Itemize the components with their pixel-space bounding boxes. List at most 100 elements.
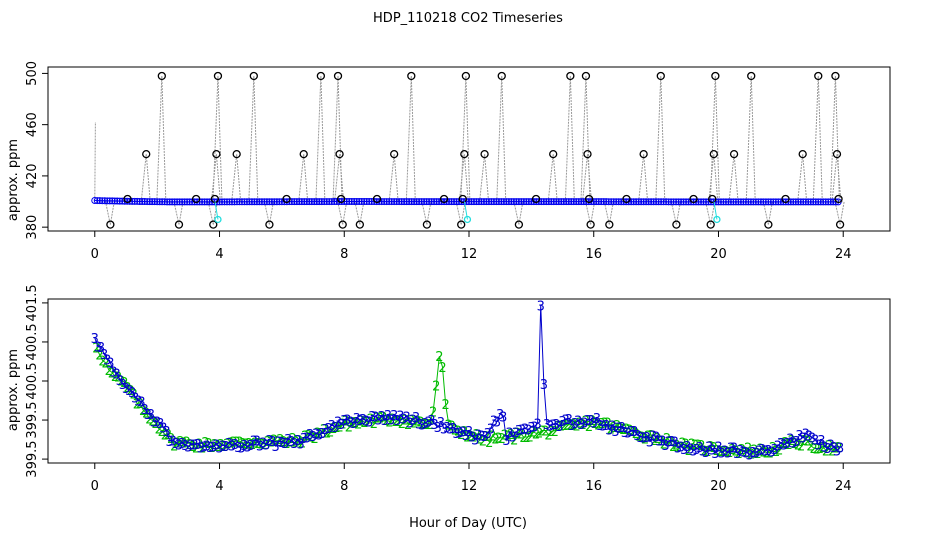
bottom-series-point: 3 [228,439,236,454]
bottom-series-point: 2 [548,425,556,440]
top-baseline-point [610,198,618,206]
top-baseline-point [113,197,121,205]
top-baseline-point [792,198,800,206]
top-spike-point [191,194,201,204]
top-baseline-point [492,198,500,206]
bottom-series-point: 3 [184,440,192,455]
top-spike-point [581,71,591,81]
bottom-series-point: 2 [248,438,256,453]
bottom-series-point: 3 [250,434,258,449]
bottom-series-point: 2 [276,433,284,448]
top-spike-point [706,220,715,229]
bottom-series-point: 2 [772,445,780,460]
top-baseline-point [769,198,777,206]
bottom-series-point: 3 [137,396,145,411]
bottom-series-point: 2 [108,366,116,381]
bottom-series-point: 2 [819,441,827,456]
top-spike-connector [834,75,840,202]
bottom-series-point: 2 [192,441,200,456]
top-spike-point [798,149,807,159]
bottom-series-point: 3 [215,442,223,457]
top-spike-point [605,220,614,229]
bottom-series-point: 2 [148,415,156,430]
bottom-series-point: 3 [231,438,239,453]
top-cyan-series [214,201,721,224]
top-spike-connector [585,75,591,202]
bottom-series-point: 3 [795,429,803,444]
bottom-series-point: 2 [585,420,593,435]
top-baseline-point [333,198,341,206]
bottom-series-point: 3 [546,420,554,435]
bottom-series-point: 2 [498,432,506,447]
bottom-series-point: 3 [540,378,548,393]
bottom-series-point: 3 [181,439,189,454]
bottom-series-point: 2 [286,435,294,450]
bottom-series-point: 2 [298,437,306,452]
bottom-series-point: 3 [830,441,838,456]
top-baseline-point [335,198,343,206]
bottom-y-axis-label: approx. ppm [6,349,21,431]
top-spike-point [265,220,274,229]
top-baseline-point [253,198,261,206]
bottom-series-point: 3 [337,418,345,433]
top-baseline-point [739,198,747,206]
bottom-series-point: 2 [735,447,743,462]
bottom-series-point: 3 [749,446,757,461]
top-spike-connector [643,154,649,202]
top-baseline-point [560,198,568,206]
bottom-series-point: 2 [672,439,680,454]
top-baseline-point [430,198,438,206]
bottom-series-point: 3 [287,435,295,450]
bottom-x-tick-label: 4 [215,479,223,494]
bottom-series-point: 3 [783,437,791,452]
top-x-tick-label: 16 [585,247,602,262]
bottom-series-point: 2 [370,417,378,432]
bottom-series-point: 2 [151,417,159,432]
bottom-series-point: 3 [730,442,738,457]
top-spike-connector [94,122,96,201]
bottom-series-point: 2 [261,438,269,453]
bottom-series-point: 3 [496,408,504,423]
bottom-series-point: 3 [296,437,304,452]
bottom-series-point: 3 [724,447,732,462]
bottom-series-point: 3 [789,436,797,451]
bottom-series-point: 3 [200,440,208,455]
top-baseline-point [570,198,578,206]
bottom-series-point: 2 [133,397,141,412]
top-spike-connector [709,75,716,202]
top-baseline-point [280,198,288,206]
bottom-series-point: 3 [652,430,660,445]
top-spike-point [407,71,416,81]
top-baseline-point [615,198,623,206]
bottom-series-point: 3 [480,430,488,445]
bottom-series-point: 3 [284,433,292,448]
top-spike-point [729,149,739,159]
bottom-series-point: 3 [533,417,541,432]
top-baseline-point [403,198,411,206]
bottom-series-point: 3 [247,439,255,454]
top-spike-connector [332,75,339,202]
bottom-series-point: 3 [312,427,320,442]
bottom-series-point: 3 [122,382,130,397]
bottom-series-point: 3 [661,439,669,454]
top-baseline-point [467,198,475,206]
bottom-series-point: 2 [513,426,521,441]
top-baseline-point [595,198,603,206]
bottom-series-point: 3 [418,418,426,433]
bottom-series-point: 2 [663,432,671,447]
top-baseline-point [470,198,478,206]
bottom-series-point: 2 [354,417,362,432]
top-x-tick-label: 4 [215,247,223,262]
top-spike-connector [569,75,575,202]
bottom-series-point: 3 [593,412,601,427]
top-baseline-point [250,198,258,206]
bottom-series-point: 3 [530,420,538,435]
top-spike-point [835,220,845,229]
bottom-series-point: 3 [549,419,557,434]
top-baseline-point [655,198,663,206]
bottom-series-point: 3 [493,415,501,430]
top-baseline-point [789,198,797,206]
bottom-series-point: 2 [307,430,315,445]
bottom-series-point: 3 [646,435,654,450]
